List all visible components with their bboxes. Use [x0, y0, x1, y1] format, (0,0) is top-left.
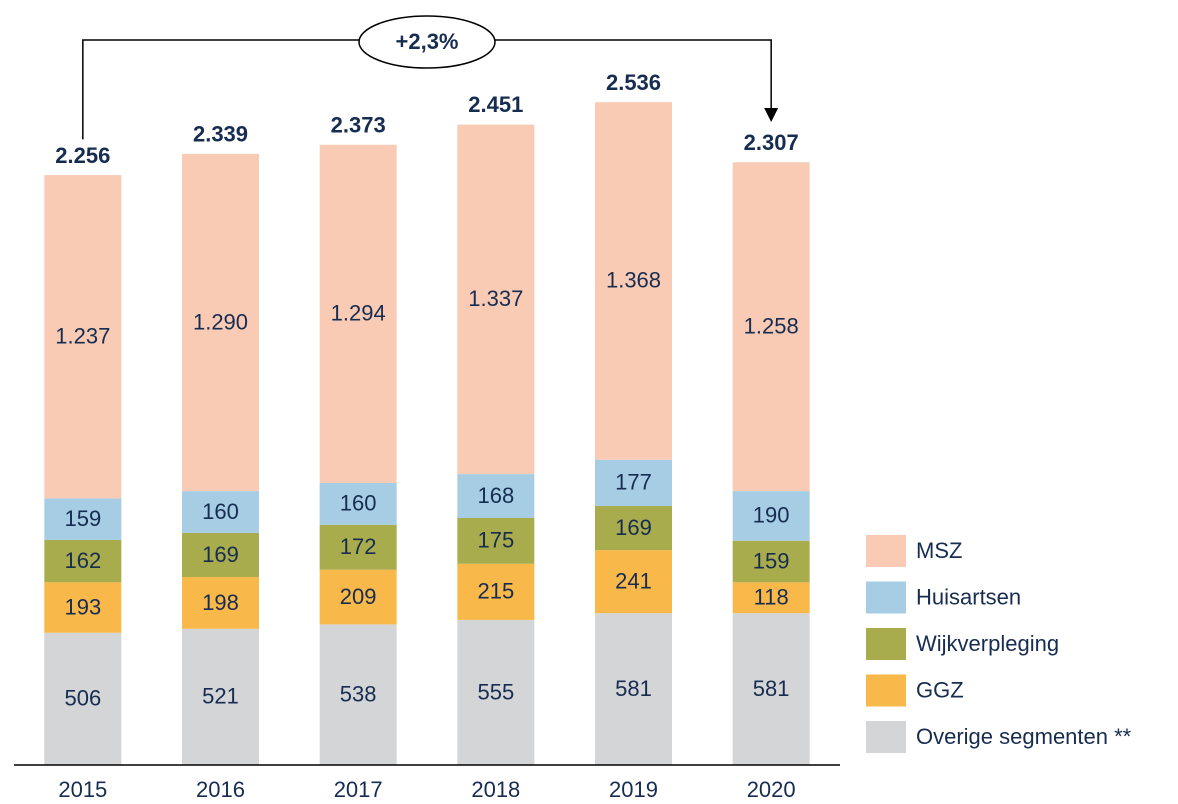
total-label: 2.373: [331, 113, 386, 138]
total-label: 2.339: [193, 121, 248, 146]
value-label: 198: [202, 590, 239, 615]
x-tick-label: 2015: [58, 777, 107, 802]
bar-segment: [44, 498, 122, 540]
total-label: 2.307: [744, 130, 799, 155]
bar-segment: [457, 563, 535, 620]
legend-label: Overige segmenten **: [916, 724, 1132, 749]
value-label: 1.237: [55, 324, 110, 349]
value-label: 190: [753, 503, 790, 528]
value-label: 160: [202, 499, 239, 524]
x-tick-label: 2017: [334, 777, 383, 802]
bar-segment: [595, 550, 672, 614]
legend-swatch: [866, 674, 906, 707]
value-label: 162: [64, 548, 101, 573]
bar-segment: [319, 524, 397, 570]
value-label: 581: [753, 676, 790, 701]
bar-segment: [732, 582, 810, 614]
bar-segment: [44, 539, 122, 583]
bar-segment: [595, 505, 672, 551]
bar-segment: [319, 482, 397, 525]
value-label: 193: [64, 594, 101, 619]
bar-segment: [457, 124, 535, 475]
legend-label: MSZ: [916, 538, 962, 563]
bar-segment: [595, 102, 672, 460]
legend-swatch: [866, 721, 906, 753]
bar-segment: [732, 613, 810, 765]
bar-segment: [182, 491, 259, 533]
legend-label: GGZ: [916, 677, 964, 702]
bar-segment: [44, 582, 122, 633]
x-tick-label: 2019: [609, 777, 658, 802]
value-label: 506: [64, 686, 101, 711]
value-label: 581: [615, 676, 652, 701]
bar-segment: [457, 517, 535, 564]
x-tick-label: 2016: [196, 777, 245, 802]
value-label: 1.290: [193, 309, 248, 334]
total-label: 2.536: [606, 70, 661, 95]
bar-segment: [732, 162, 810, 492]
bar-segment: [457, 474, 535, 518]
value-label: 1.368: [606, 268, 661, 293]
x-tick-label: 2020: [747, 777, 796, 802]
value-label: 118: [754, 585, 789, 610]
total-label: 2.451: [468, 92, 523, 117]
bar-segment: [319, 624, 397, 765]
value-label: 159: [64, 506, 101, 531]
bar-segment: [44, 632, 122, 765]
value-label: 215: [477, 579, 514, 604]
bar-segment: [732, 540, 810, 583]
arrow-head: [764, 107, 779, 122]
value-label: 209: [340, 584, 377, 609]
legend-swatch: [866, 535, 906, 567]
legend-label: Wijkverpleging: [916, 631, 1059, 656]
bar-segment: [182, 532, 259, 578]
bar-segment: [182, 153, 259, 492]
value-label: 160: [340, 491, 377, 516]
value-label: 538: [340, 682, 377, 707]
value-label: 169: [615, 515, 652, 540]
annotation-bubble: [358, 15, 496, 69]
value-label: 159: [753, 548, 790, 573]
value-label: 1.337: [468, 286, 523, 311]
total-label: 2.256: [55, 143, 110, 168]
value-label: 169: [202, 542, 239, 567]
bar-segment: [44, 175, 122, 499]
bar-segment: [732, 491, 810, 541]
value-label: 241: [615, 568, 652, 593]
value-label: 521: [202, 684, 239, 709]
value-label: 172: [340, 534, 377, 559]
legend-swatch: [866, 628, 906, 660]
value-label: 1.258: [744, 313, 799, 338]
bar-segment: [595, 613, 672, 765]
bar-segment: [319, 569, 397, 625]
bar-segment: [457, 619, 535, 765]
value-label: 175: [477, 528, 514, 553]
value-label: 555: [477, 679, 514, 704]
bar-segment: [595, 459, 672, 506]
legend-label: Huisartsen: [916, 584, 1021, 609]
bar-segment: [182, 577, 259, 629]
legend-swatch: [866, 581, 906, 614]
value-label: 168: [477, 483, 514, 508]
value-label: 177: [615, 470, 652, 495]
bar-segment: [319, 144, 397, 483]
value-label: 1.294: [331, 301, 386, 326]
bar-segment: [182, 628, 259, 765]
annotation: +2,3%: [396, 29, 459, 54]
x-tick-label: 2018: [471, 777, 520, 802]
